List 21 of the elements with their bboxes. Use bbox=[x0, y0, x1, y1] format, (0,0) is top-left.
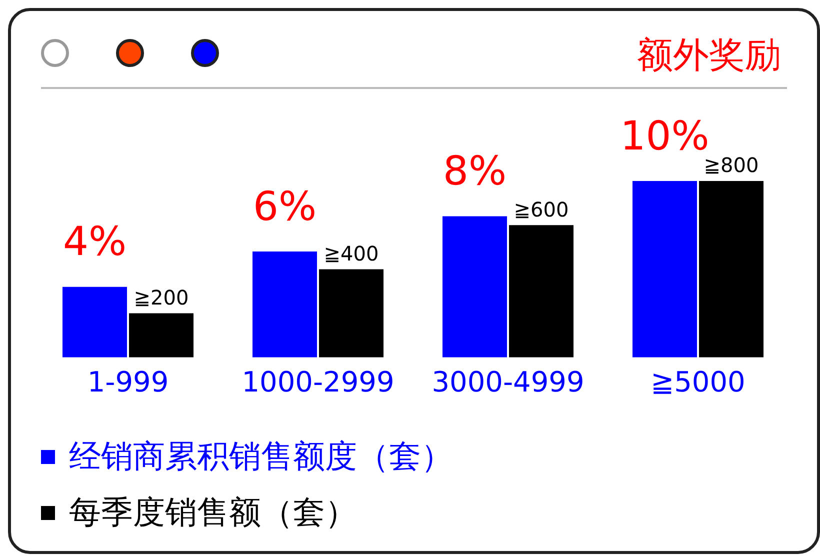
x-tick-label: 3000-4999 bbox=[432, 365, 584, 398]
data-label: 4% bbox=[63, 219, 126, 266]
legend-label: 每季度销售额（套） bbox=[69, 492, 357, 533]
data-label: 8% bbox=[443, 148, 506, 195]
bar bbox=[62, 286, 128, 358]
data-label: ≧600 bbox=[514, 197, 569, 222]
bar bbox=[509, 225, 574, 358]
x-tick-label: ≧5000 bbox=[650, 365, 746, 398]
bar bbox=[442, 216, 508, 358]
bar bbox=[252, 252, 318, 358]
data-label: 6% bbox=[253, 184, 316, 230]
x-tick-label: 1-999 bbox=[87, 365, 169, 398]
data-label: ≧400 bbox=[324, 241, 379, 266]
bar bbox=[129, 313, 194, 358]
bar bbox=[699, 181, 764, 358]
bar bbox=[319, 269, 384, 358]
legend-label: 经销商累积销售额度（套） bbox=[69, 436, 453, 477]
bar bbox=[632, 181, 698, 358]
chart-title: 额外奖励 bbox=[637, 34, 781, 78]
x-tick-label: 1000-2999 bbox=[242, 365, 394, 398]
data-label: ≧200 bbox=[134, 286, 189, 310]
